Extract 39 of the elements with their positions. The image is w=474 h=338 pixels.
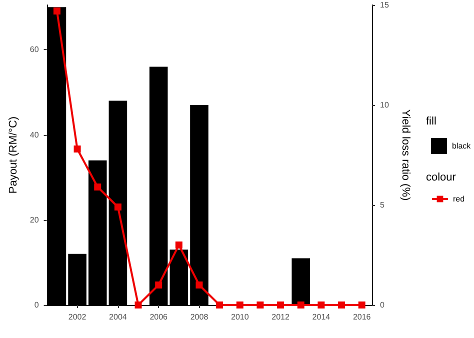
point bbox=[175, 242, 182, 248]
point bbox=[216, 302, 224, 308]
y2-axis-title: Yield loss ratio (%) bbox=[399, 109, 412, 201]
x-tick-label: 2002 bbox=[68, 312, 87, 322]
bar bbox=[292, 258, 310, 305]
point bbox=[256, 302, 264, 308]
legend-label: black bbox=[452, 142, 472, 150]
point bbox=[94, 184, 102, 190]
x-tick-label: 2010 bbox=[230, 312, 250, 322]
y-tick-label: 0 bbox=[34, 300, 40, 310]
y2-tick-label: 10 bbox=[380, 100, 390, 110]
point bbox=[53, 8, 60, 14]
y-tick-label: 60 bbox=[30, 45, 40, 54]
x-tick-label: 2008 bbox=[190, 312, 209, 322]
y-axis-title: Payout (RM/°C) bbox=[8, 116, 20, 194]
x-tick-label: 2012 bbox=[272, 312, 290, 322]
point bbox=[277, 302, 284, 308]
point bbox=[297, 302, 304, 308]
x-tick-label: 2016 bbox=[352, 312, 372, 322]
y-tick-label: 40 bbox=[30, 130, 40, 140]
point bbox=[155, 282, 162, 288]
legend-title: fill bbox=[426, 116, 436, 128]
point bbox=[318, 302, 325, 308]
point bbox=[134, 302, 142, 308]
text: colour bbox=[426, 172, 456, 184]
y2-tick-label: 0 bbox=[380, 300, 385, 310]
point bbox=[236, 302, 244, 308]
x-tick-label: 2006 bbox=[150, 312, 168, 322]
point bbox=[338, 302, 346, 308]
x-tick-label: 2004 bbox=[109, 312, 128, 322]
point bbox=[114, 204, 122, 210]
point bbox=[196, 282, 203, 288]
y2-tick-label: 15 bbox=[380, 0, 390, 10]
point bbox=[358, 302, 366, 308]
y-tick-label: 20 bbox=[30, 215, 40, 224]
y2-tick-label: 5 bbox=[380, 200, 385, 210]
x-tick-label: 2014 bbox=[312, 312, 331, 322]
point bbox=[74, 146, 81, 152]
legend-label: red bbox=[453, 194, 465, 204]
